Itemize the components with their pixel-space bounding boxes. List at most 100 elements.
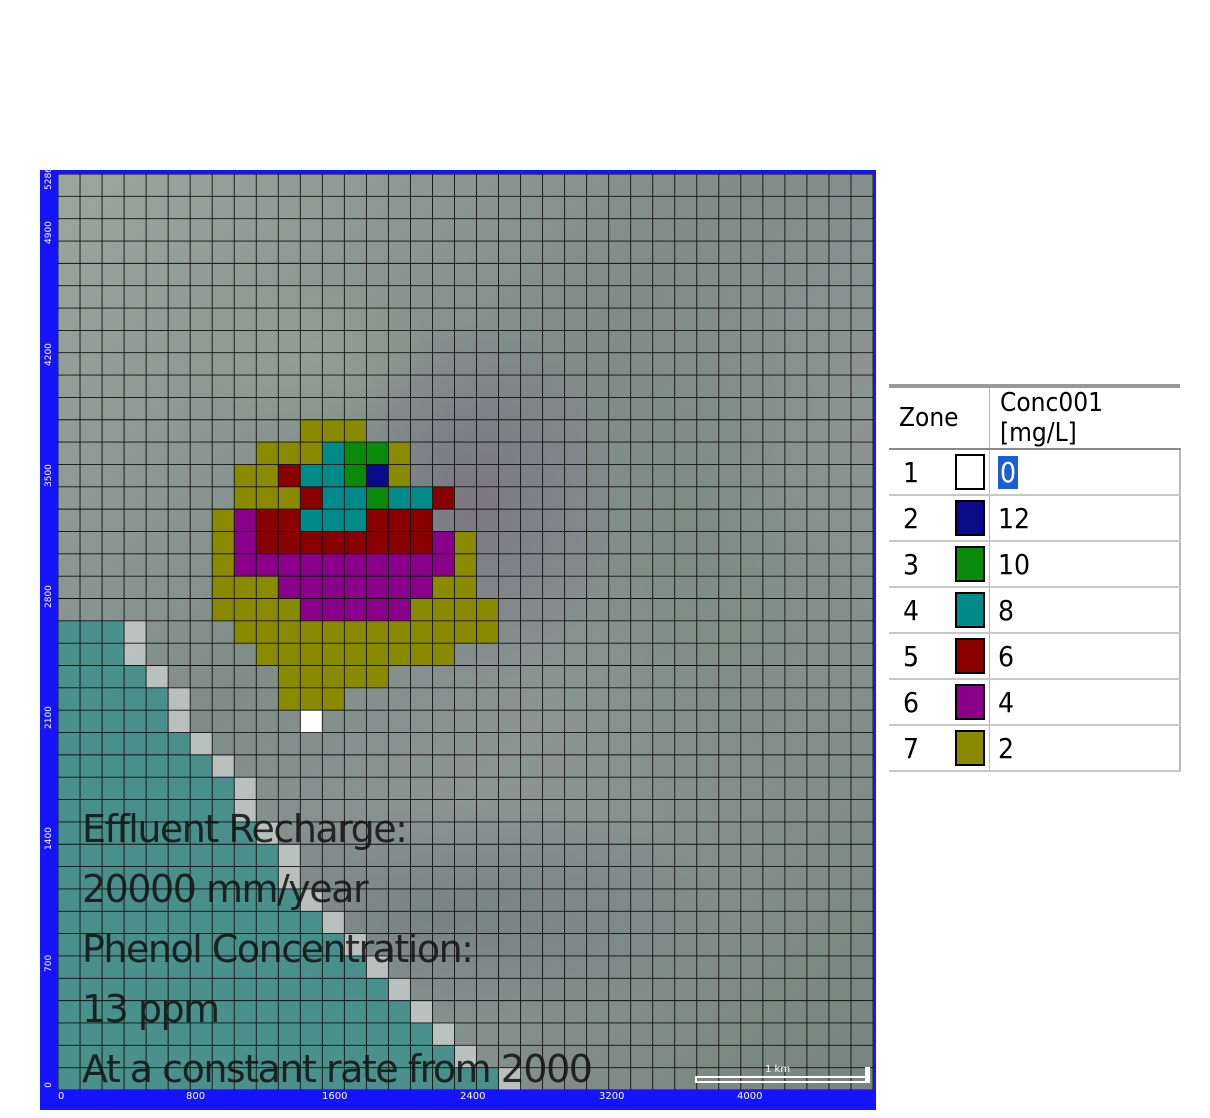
inactive-cell (102, 844, 125, 867)
concentration-cell (278, 464, 301, 487)
annotation-text: Effluent Recharge: 20000 mm/year Phenol … (82, 799, 593, 1090)
zone-color-swatch[interactable] (955, 546, 985, 582)
concentration-cell (410, 486, 433, 510)
inactive-cell (80, 933, 103, 956)
concentration-cell (476, 620, 499, 644)
conc-value-input[interactable]: 0 (998, 455, 1019, 489)
legend-row[interactable]: 1 0 (889, 449, 1181, 496)
legend-row[interactable]: 6 4 (889, 679, 1181, 726)
inactive-cell (212, 799, 235, 822)
concentration-cell (366, 442, 389, 465)
inactive-cell (102, 732, 125, 755)
inactive-cell (80, 665, 103, 688)
concentration-cell (432, 620, 455, 644)
inactive-cell (190, 1067, 213, 1090)
zone-color-swatch[interactable] (955, 500, 985, 536)
concentration-cell (344, 643, 367, 666)
inactive-cell (212, 933, 235, 956)
legend-row[interactable]: 2 12 (889, 495, 1181, 542)
conc-value[interactable]: 6 (989, 633, 1181, 680)
concentration-cell (322, 620, 345, 644)
zone-color-swatch[interactable] (955, 684, 985, 720)
inactive-cell (322, 978, 345, 1001)
zone-color-swatch[interactable] (955, 454, 985, 490)
zone-color-swatch[interactable] (955, 730, 985, 766)
inactive-cell (80, 732, 103, 755)
edge-cell (168, 687, 191, 711)
concentration-cell (234, 620, 257, 644)
inactive-cell (190, 911, 213, 934)
inactive-cell (146, 1067, 169, 1090)
inactive-cell (410, 1045, 433, 1068)
inactive-cell (80, 799, 103, 822)
inactive-cell (124, 933, 147, 956)
inactive-cell (58, 933, 81, 956)
inactive-cell (388, 1067, 411, 1090)
zone-number: 7 (889, 725, 955, 772)
inactive-cell (212, 955, 235, 979)
concentration-cell (278, 486, 301, 510)
inactive-cell (80, 821, 103, 845)
inactive-cell (190, 888, 213, 912)
zone-color-swatch[interactable] (955, 592, 985, 628)
inactive-cell (124, 1022, 147, 1046)
model-grid-area[interactable]: Effluent Recharge: 20000 mm/year Phenol … (58, 174, 873, 1090)
concentration-cell (366, 598, 389, 621)
inactive-cell (102, 821, 125, 845)
concentration-cell (388, 643, 411, 666)
legend-row[interactable]: 5 6 (889, 633, 1181, 680)
inactive-cell (124, 1000, 147, 1023)
inactive-cell (146, 978, 169, 1001)
concentration-cell (454, 598, 477, 621)
inactive-cell (256, 1022, 279, 1046)
inactive-cell (168, 799, 191, 822)
concentration-cell (300, 531, 323, 554)
annotation-line: Effluent Recharge: (82, 807, 408, 851)
conc-column-header: Conc001 [mg/L] (989, 386, 1180, 450)
inactive-cell (168, 1045, 191, 1068)
map-view[interactable]: 5286 4900 4200 3500 2800 2100 1400 700 0… (40, 167, 876, 1110)
edge-cell (300, 888, 323, 912)
inactive-cell (168, 1022, 191, 1046)
inactive-cell (322, 1067, 345, 1090)
inactive-cell (80, 1000, 103, 1023)
zone-number: 4 (889, 587, 955, 634)
conc-value[interactable]: 10 (989, 541, 1181, 588)
inactive-cell (344, 1045, 367, 1068)
inactive-cell (190, 978, 213, 1001)
inactive-cell (102, 665, 125, 688)
inactive-cell (58, 844, 81, 867)
scale-label: 1 km (765, 1064, 791, 1075)
legend-row[interactable]: 4 8 (889, 587, 1181, 634)
inactive-cell (102, 978, 125, 1001)
concentration-cell (388, 442, 411, 465)
legend-row[interactable]: 3 10 (889, 541, 1181, 588)
inactive-cell (168, 1067, 191, 1090)
concentration-cell (234, 576, 257, 599)
edge-cell (432, 1022, 455, 1046)
inactive-cell (234, 911, 257, 934)
concentration-cell (344, 464, 367, 487)
conc-value[interactable]: 4 (989, 679, 1181, 726)
zone-color-swatch[interactable] (955, 638, 985, 674)
conc-value[interactable]: 2 (989, 725, 1181, 772)
conc-value[interactable]: 8 (989, 587, 1181, 634)
inactive-cell (344, 978, 367, 1001)
edge-cell (322, 911, 345, 934)
concentration-cell (476, 598, 499, 621)
conc-value[interactable]: 12 (989, 495, 1181, 542)
concentration-cell (322, 553, 345, 577)
inactive-cell (168, 844, 191, 867)
legend-row[interactable]: 7 2 (889, 725, 1181, 772)
concentration-cell (278, 643, 301, 666)
inactive-cell (388, 1000, 411, 1023)
concentration-cell (410, 553, 433, 577)
concentration-cell (256, 509, 279, 532)
inactive-cell (234, 933, 257, 956)
concentration-cell (256, 464, 279, 487)
inactive-cell (58, 620, 81, 644)
inactive-cell (322, 955, 345, 979)
inactive-cell (58, 799, 81, 822)
concentration-cell (344, 509, 367, 532)
inactive-cell (256, 955, 279, 979)
